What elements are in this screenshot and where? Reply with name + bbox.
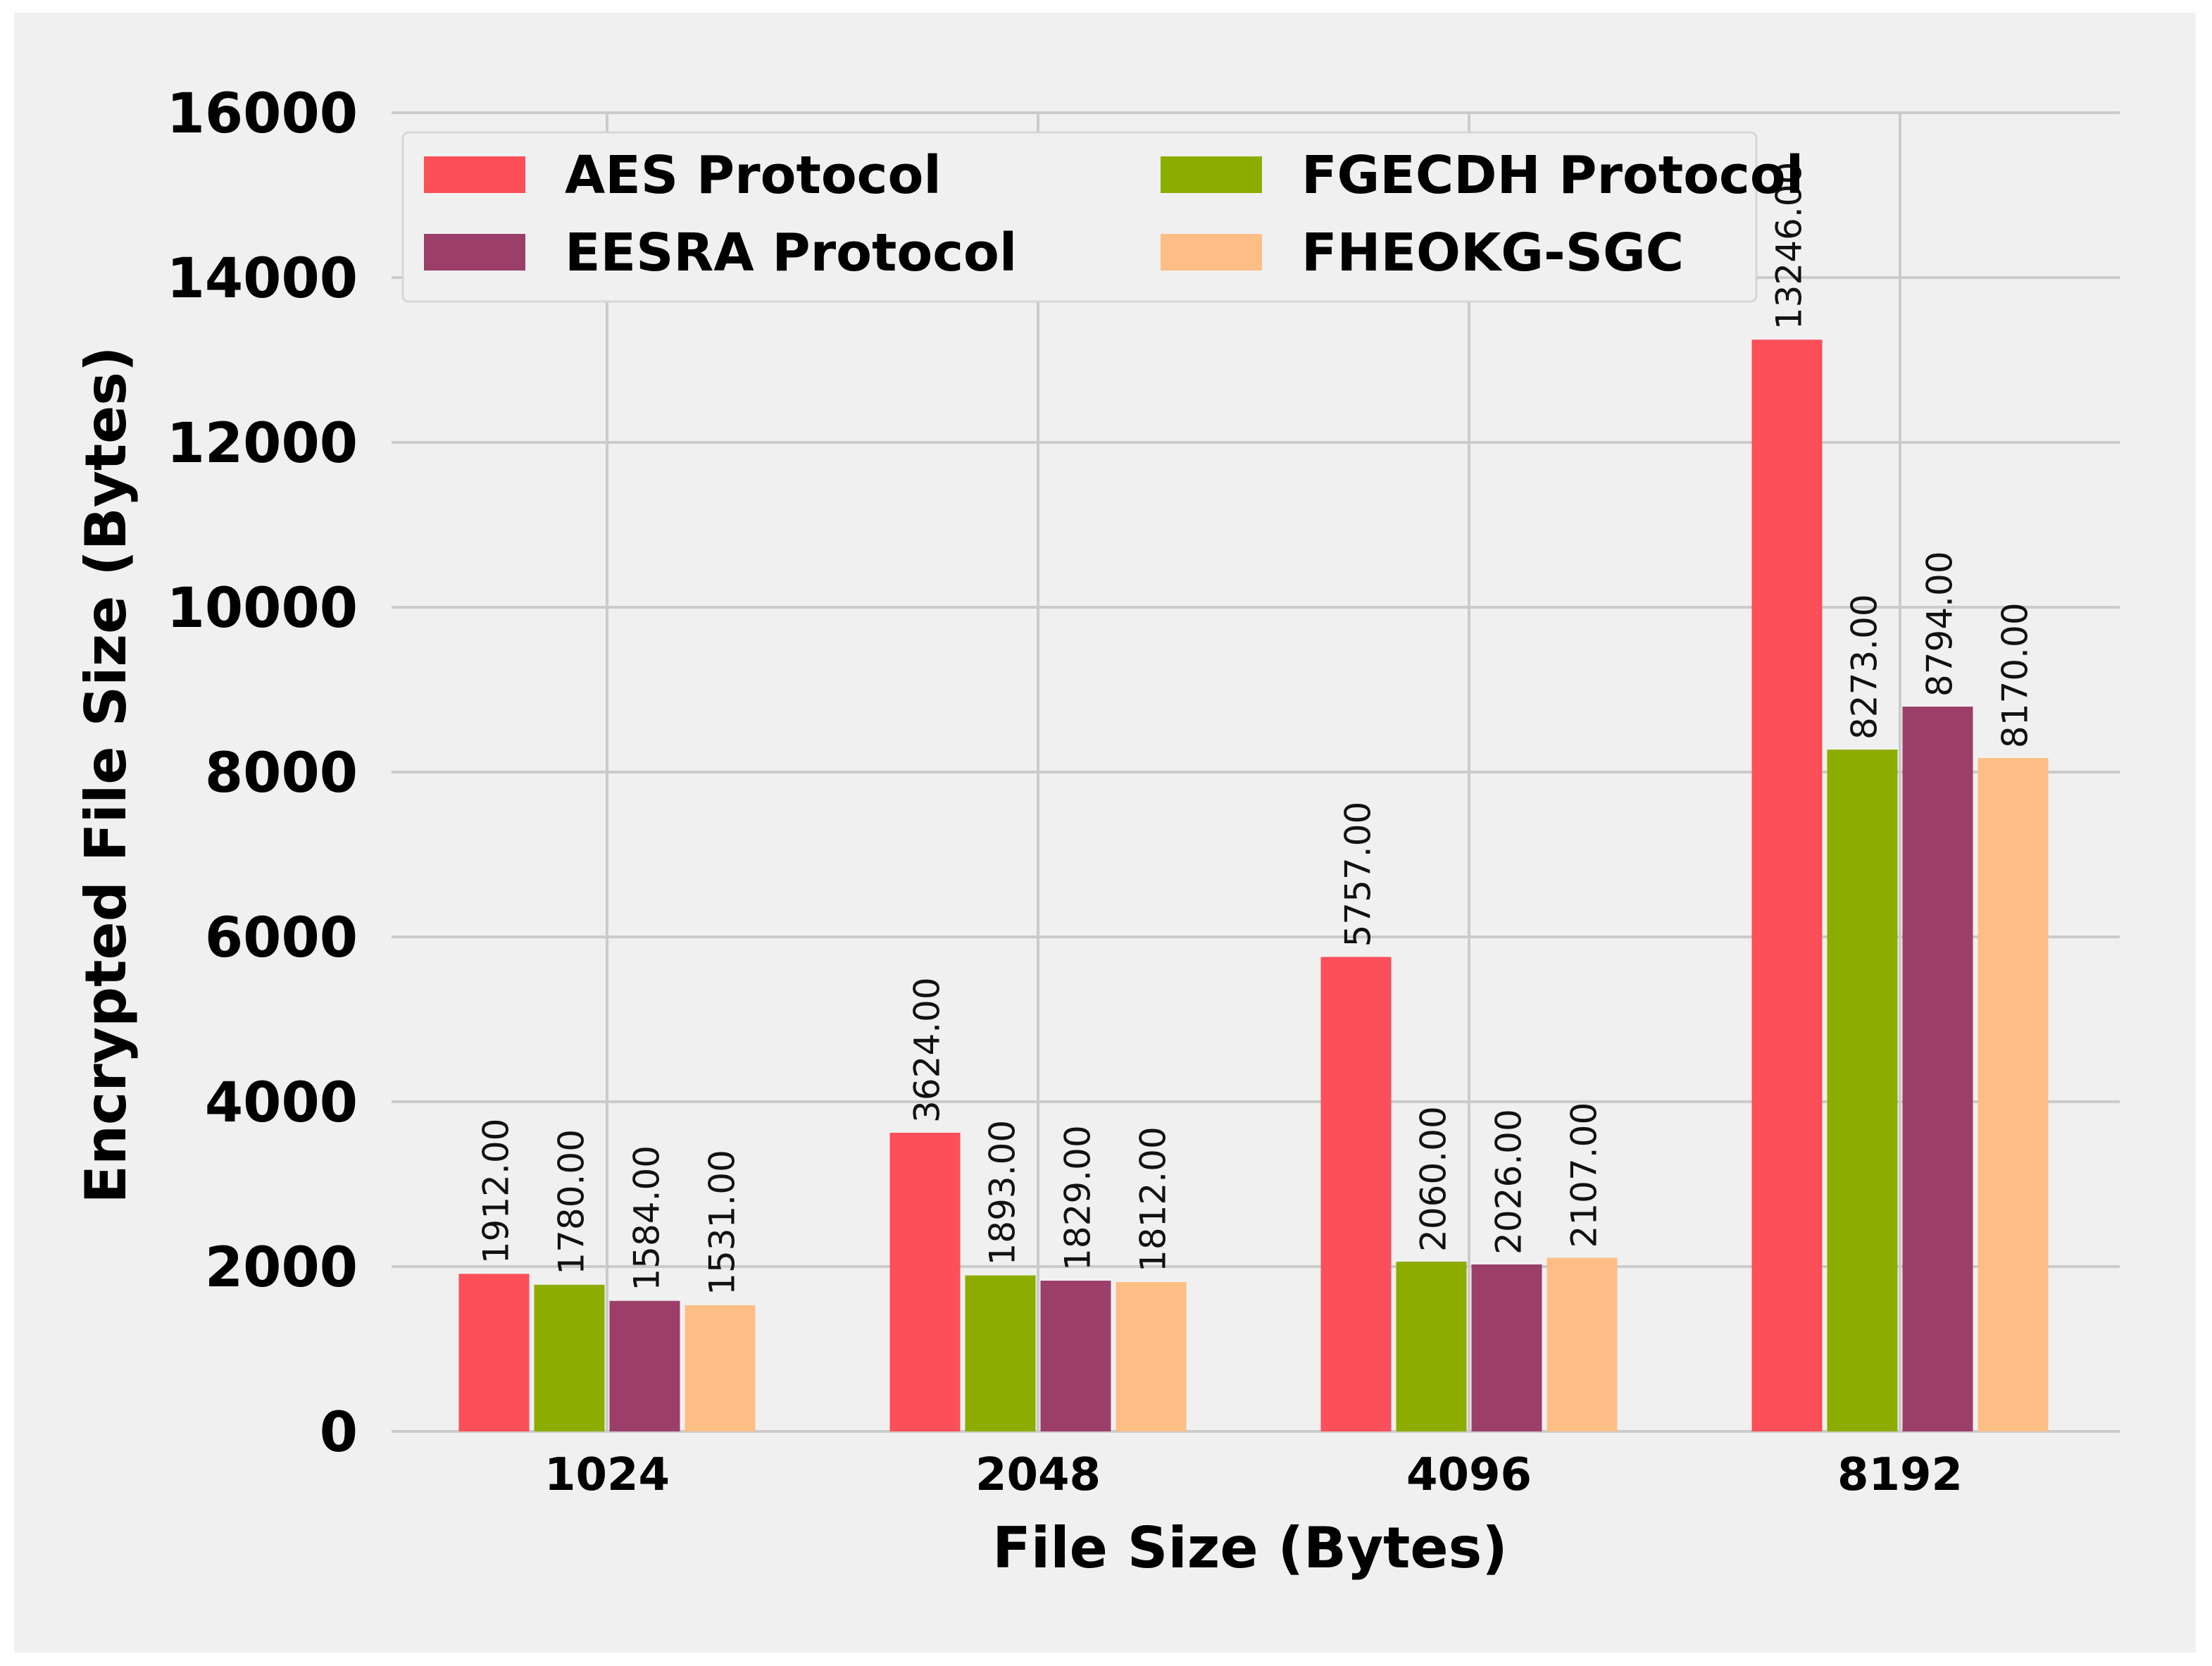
legend-label: FGECDH Protocol	[1301, 145, 1804, 206]
bar	[609, 1300, 680, 1431]
x-axis-ticks: 1024 2048 4096 8192	[544, 1449, 1963, 1501]
y-tick-label: 16000	[167, 82, 358, 146]
bar-value-label: 8170.00	[1995, 602, 2036, 748]
bar-value-label: 1780.00	[551, 1129, 592, 1275]
legend-swatch	[1161, 156, 1262, 193]
x-tick-label: 1024	[544, 1449, 670, 1501]
bar	[458, 1274, 530, 1431]
x-tick-label: 8192	[1837, 1449, 1963, 1501]
bar	[1396, 1261, 1467, 1431]
legend-swatch	[424, 234, 525, 271]
legend-swatch	[1161, 234, 1262, 271]
y-tick-label: 4000	[205, 1071, 358, 1135]
bar	[965, 1275, 1036, 1431]
bar-value-label: 2026.00	[1489, 1109, 1530, 1255]
y-tick-label: 12000	[167, 412, 358, 475]
bar-value-label: 1893.00	[982, 1120, 1023, 1266]
legend-swatch	[424, 156, 525, 193]
y-tick-label: 2000	[205, 1236, 358, 1300]
bar-value-label: 1812.00	[1133, 1126, 1174, 1272]
y-tick-label: 8000	[205, 742, 358, 805]
bar-value-label: 8273.00	[1844, 594, 1885, 740]
legend-label: FHEOKG-SGC	[1301, 223, 1684, 283]
bar	[534, 1284, 605, 1431]
bar	[1827, 750, 1898, 1431]
bar-value-label: 2060.00	[1413, 1106, 1454, 1252]
bar-value-label: 1584.00	[627, 1145, 668, 1291]
bar	[1977, 758, 2049, 1431]
y-axis-title: Encrypted File Size (Bytes)	[73, 346, 139, 1203]
bar	[1902, 707, 1973, 1431]
y-tick-label: 6000	[205, 907, 358, 970]
y-tick-label: 14000	[167, 247, 358, 311]
legend: AES Protocol FGECDH Protocol EESRA Protoco…	[401, 131, 1804, 303]
y-axis-ticks: 0 2000 4000 6000 8000 10000 12000 14000 16000	[167, 82, 358, 1465]
bar-value-label: 1829.00	[1058, 1125, 1099, 1271]
legend-label: EESRA Protocol	[565, 223, 1017, 283]
bar	[1040, 1281, 1111, 1431]
bar	[1116, 1281, 1187, 1431]
y-tick-label: 10000	[167, 577, 358, 640]
bar	[1546, 1257, 1618, 1431]
bar	[1471, 1264, 1542, 1431]
bar	[1751, 340, 1823, 1431]
x-tick-label: 4096	[1406, 1449, 1532, 1501]
x-tick-label: 2048	[975, 1449, 1101, 1501]
x-axis-title: File Size (Bytes)	[992, 1515, 1508, 1581]
bar	[1320, 957, 1392, 1431]
bar-value-label: 1912.00	[476, 1119, 517, 1264]
data-labels-layer: 1912.00 3624.00 5757.00 13246.00 1780.00 1893…	[476, 162, 2036, 1295]
bar-value-label: 3624.00	[907, 977, 948, 1123]
legend-frame	[401, 131, 1758, 303]
bar	[889, 1132, 961, 1431]
bar	[685, 1305, 756, 1431]
bars-layer	[458, 340, 2049, 1431]
bar-value-label: 5757.00	[1338, 802, 1379, 947]
y-tick-label: 0	[320, 1401, 358, 1465]
bar-value-label: 2107.00	[1564, 1102, 1605, 1248]
bar-value-label: 13246.00	[1769, 162, 1810, 330]
bar-value-label: 1531.00	[702, 1150, 743, 1295]
bar-value-label: 8794.00	[1920, 551, 1961, 697]
legend-label: AES Protocol	[565, 145, 942, 206]
